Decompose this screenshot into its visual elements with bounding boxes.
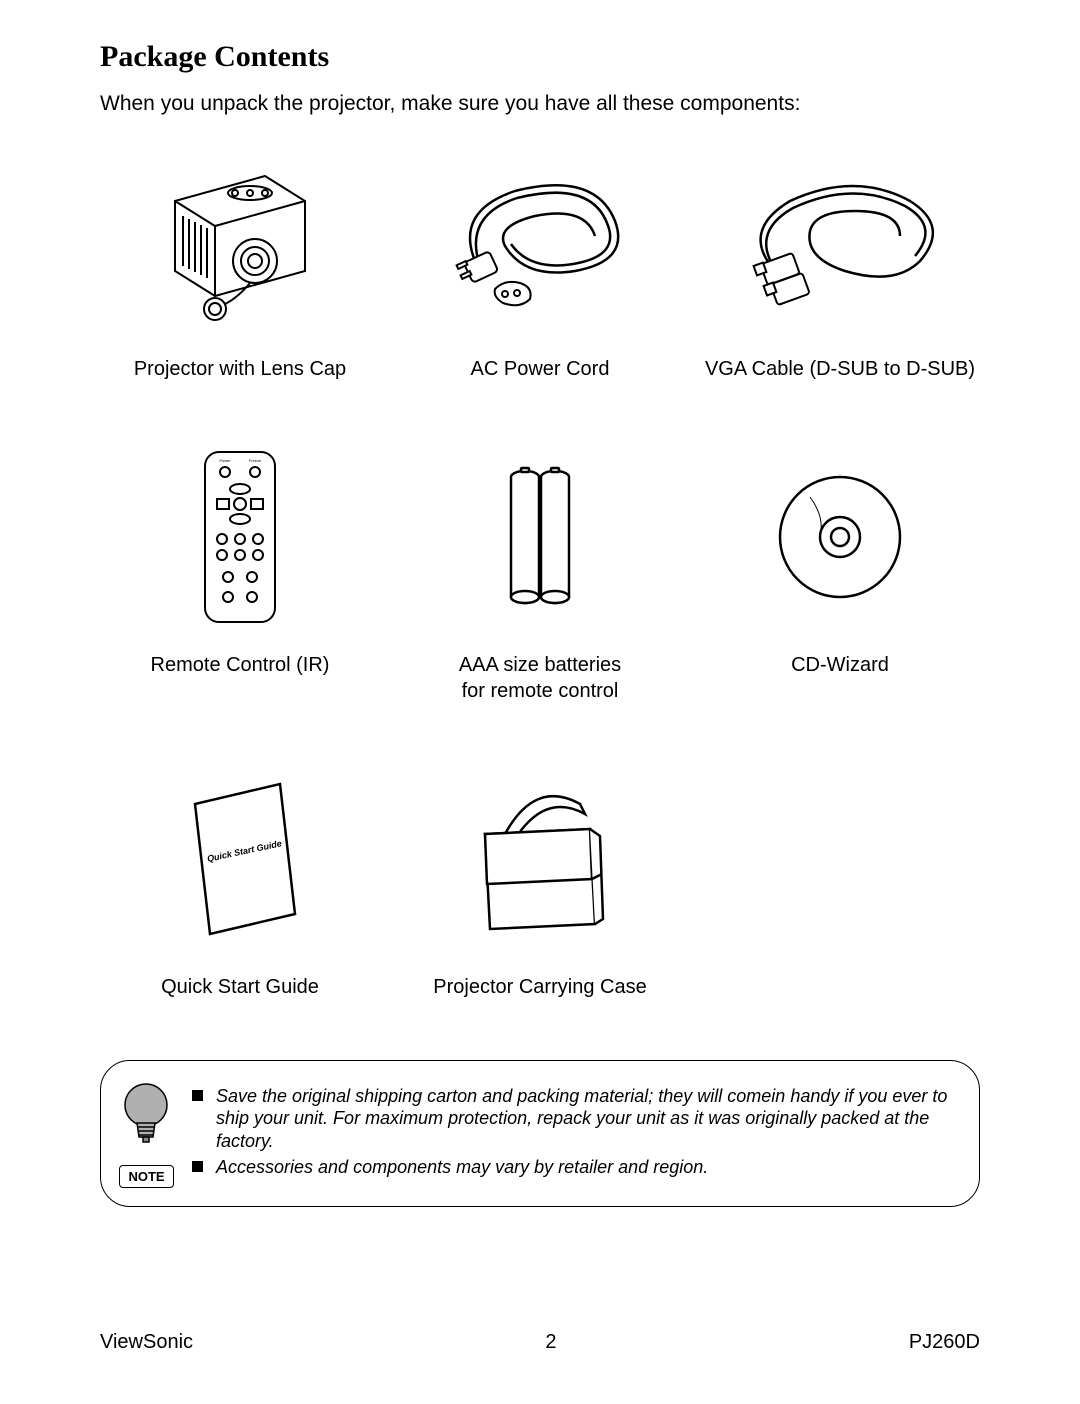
item-caption: Projector Carrying Case [433,974,646,1000]
note-item: Accessories and components may vary by r… [192,1156,957,1179]
page-heading: Package Contents [100,40,980,74]
item-projector: Projector with Lens Cap [100,156,380,382]
vga-cable-icon [730,156,950,326]
footer-right: PJ260D [909,1331,980,1354]
item-case: Projector Carrying Case [400,774,680,1000]
cd-icon [730,452,950,622]
bulb-icon: NOTE [119,1079,174,1188]
item-caption: Remote Control (IR) [151,652,330,678]
note-box: NOTE Save the original shipping carton a… [100,1060,980,1207]
note-item: Save the original shipping carton and pa… [192,1085,957,1153]
item-caption: CD-Wizard [791,652,889,678]
item-caption: Quick Start Guide [161,974,319,1000]
intro-text: When you unpack the projector, make sure… [100,92,980,116]
item-vga-cable: VGA Cable (D-SUB to D-SUB) [700,156,980,382]
page-footer: ViewSonic 2 PJ260D [100,1331,980,1354]
note-text: Save the original shipping carton and pa… [192,1085,957,1183]
item-caption: Projector with Lens Cap [134,356,346,382]
footer-left: ViewSonic [100,1331,193,1354]
contents-grid: Projector with Lens Cap [100,156,980,1000]
item-power-cord: AC Power Cord [400,156,680,382]
footer-center: 2 [545,1331,556,1354]
item-caption: VGA Cable (D-SUB to D-SUB) [705,356,975,382]
item-batteries: AAA size batteries for remote control [400,452,680,704]
note-label: NOTE [119,1165,174,1188]
item-cd: CD-Wizard [700,452,980,704]
item-caption: AAA size batteries for remote control [459,652,621,704]
power-cord-icon [430,156,650,326]
remote-icon: Power Freeze [130,452,350,622]
batteries-icon [430,452,650,622]
projector-icon [130,156,350,326]
qsg-icon: Quick Start Guide [130,774,350,944]
item-caption: AC Power Cord [471,356,610,382]
case-icon [430,774,650,944]
item-qsg: Quick Start Guide Quick Start Guide [100,774,380,1000]
svg-text:Freeze: Freeze [249,458,262,463]
item-remote: Power Freeze Remote Control (IR) [100,452,380,704]
svg-text:Power: Power [219,458,231,463]
